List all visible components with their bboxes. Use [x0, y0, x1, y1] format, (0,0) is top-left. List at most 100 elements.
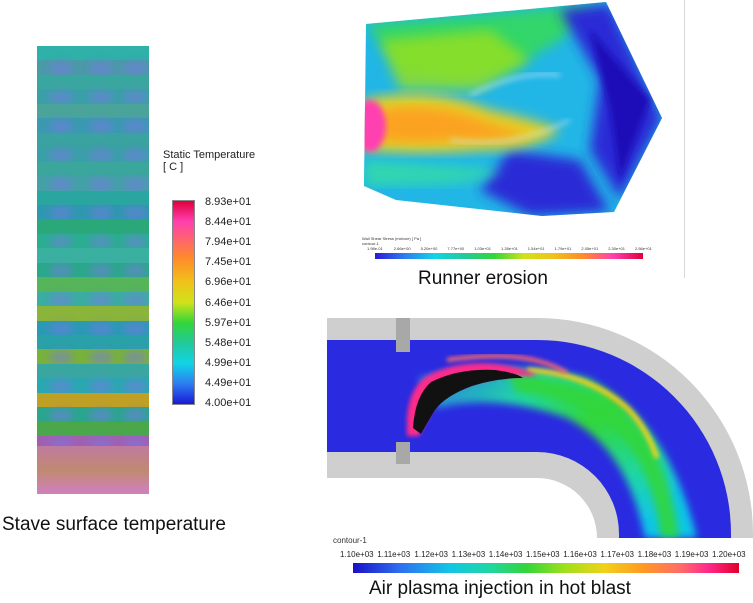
stave-cool-spot	[89, 91, 113, 104]
stave-cool-spot	[123, 206, 147, 220]
runner-colorbar	[375, 253, 643, 259]
runner-colorbar-label: 2.66e+00	[393, 246, 411, 251]
runner-erosion-contour	[364, 2, 662, 216]
stave-legend-label: 6.46e+01	[205, 296, 252, 309]
plasma-colorbar-label: 1.17e+03	[600, 550, 634, 559]
plasma-colorbar-label: 1.12e+03	[414, 550, 448, 559]
stave-legend-label: 7.94e+01	[205, 236, 252, 249]
stave-cool-spot	[49, 409, 73, 422]
plasma-colorbar-label: 1.15e+03	[526, 550, 560, 559]
runner-colorbar-title: Wall Shear Stress (mixture) [ Pa ] conto…	[362, 236, 421, 246]
stave-legend-label: 5.97e+01	[205, 316, 252, 329]
stave-bottom-hot-zone	[37, 446, 149, 494]
stave-band	[37, 132, 149, 149]
stave-legend-label: 7.45e+01	[205, 256, 252, 269]
stave-cool-spot	[123, 235, 147, 249]
stave-legend-label: 6.96e+01	[205, 276, 252, 289]
plasma-colorbar-label: 1.20e+03	[712, 550, 746, 559]
stave-cool-spot	[123, 322, 147, 336]
stave-cool-spot	[123, 351, 147, 364]
stave-temperature-contour	[37, 46, 149, 494]
stave-cool-spot	[49, 235, 73, 249]
stave-cool-spot	[89, 120, 113, 133]
stave-legend-label: 8.44e+01	[205, 216, 252, 229]
plasma-colorbar-label: 1.19e+03	[674, 550, 709, 559]
stave-band	[37, 277, 149, 293]
stave-band	[37, 74, 149, 91]
stave-band	[37, 219, 149, 235]
stave-cool-spot	[123, 264, 147, 278]
stave-cool-spot	[89, 264, 113, 278]
stave-band	[37, 103, 149, 120]
plasma-colorbar-label: 1.16e+03	[563, 550, 597, 559]
stave-cool-spot	[49, 62, 73, 75]
runner-colorbar-label: 1.28e+01	[501, 246, 518, 251]
runner-colorbar-label: 1.03e+01	[474, 246, 491, 251]
stave-legend-title: Static Temperature [ C ]	[163, 149, 255, 173]
stave-cool-spot	[89, 235, 113, 249]
stave-cool-spot	[123, 409, 147, 422]
stave-legend-label: 4.49e+01	[205, 376, 252, 389]
stave-cool-spot	[89, 380, 113, 393]
stave-cool-spot	[49, 206, 73, 220]
stave-band	[37, 46, 149, 62]
stave-band	[37, 363, 149, 380]
stave-cool-spot	[49, 264, 73, 278]
stave-legend-title-line1: Static Temperature	[163, 149, 256, 161]
plasma-colorbar-label: 1.14e+03	[488, 550, 523, 559]
stave-cool-spot	[123, 149, 147, 162]
stave-cool-spot	[89, 351, 113, 364]
runner-colorbar-label: 1.54e+01	[527, 246, 545, 251]
stave-cool-spot	[123, 120, 147, 133]
runner-colorbar-label: 2.56e+01	[635, 246, 652, 251]
stave-cool-spot	[123, 380, 147, 393]
stave-cool-spot	[49, 351, 73, 364]
runner-panel-frame	[336, 0, 685, 278]
stave-cool-spot	[89, 149, 113, 162]
stave-cool-spot	[49, 178, 73, 191]
stave-band	[37, 306, 149, 322]
stave-cool-spot	[123, 178, 147, 191]
stave-legend-colorbar	[172, 200, 195, 405]
stave-cool-spot	[89, 178, 113, 191]
stave-legend-label: 4.99e+01	[205, 356, 252, 369]
stave-cool-spot	[123, 293, 147, 307]
stave-cool-spot	[49, 380, 73, 393]
plasma-contour-label: contour-1	[333, 536, 367, 545]
runner-colorbar-label: 2.05e+01	[581, 246, 599, 251]
plasma-injection-contour	[327, 318, 753, 538]
stave-cool-spot	[49, 120, 73, 133]
runner-contour-label: contour-1	[362, 241, 379, 246]
runner-colorbar-label: 7.77e+00	[447, 246, 465, 251]
plasma-colorbar	[353, 563, 739, 573]
runner-colorbar-title-text: Wall Shear Stress (mixture) [ Pa ]	[362, 236, 422, 241]
plasma-colorbar-label: 1.13e+03	[451, 550, 486, 559]
stave-cool-spot	[49, 149, 73, 162]
plasma-colorbar-label: 1.11e+03	[377, 550, 411, 559]
stave-caption: Stave surface temperature	[2, 514, 226, 535]
stave-band	[37, 248, 149, 264]
stave-band	[37, 421, 149, 438]
stave-legend-label: 5.48e+01	[205, 336, 252, 349]
stave-band	[37, 190, 149, 206]
stave-legend-title-line2: [ C ]	[163, 161, 184, 173]
runner-colorbar-label: 1.79e+01	[554, 246, 572, 251]
runner-caption: Runner erosion	[418, 268, 548, 289]
stave-cool-spot	[49, 91, 73, 104]
stave-band	[37, 161, 149, 178]
stave-cool-spot	[89, 62, 113, 75]
plasma-caption: Air plasma injection in hot blast	[369, 578, 631, 599]
stave-cool-spot	[89, 293, 113, 307]
runner-colorbar-label: 1.98e-01	[367, 246, 383, 251]
stave-cool-spot	[123, 91, 147, 104]
stave-cool-spot	[89, 322, 113, 336]
stave-legend-label: 8.93e+01	[205, 196, 252, 208]
plasma-colorbar-label: 1.18e+03	[637, 550, 672, 559]
plasma-colorbar-label: 1.10e+03	[340, 550, 374, 559]
stave-legend-label: 4.00e+01	[205, 397, 252, 409]
stave-cool-spot	[89, 409, 113, 422]
stave-cool-spot	[123, 62, 147, 75]
stave-cool-spot	[89, 206, 113, 220]
stave-cool-spot	[49, 322, 73, 336]
stave-band	[37, 335, 149, 351]
